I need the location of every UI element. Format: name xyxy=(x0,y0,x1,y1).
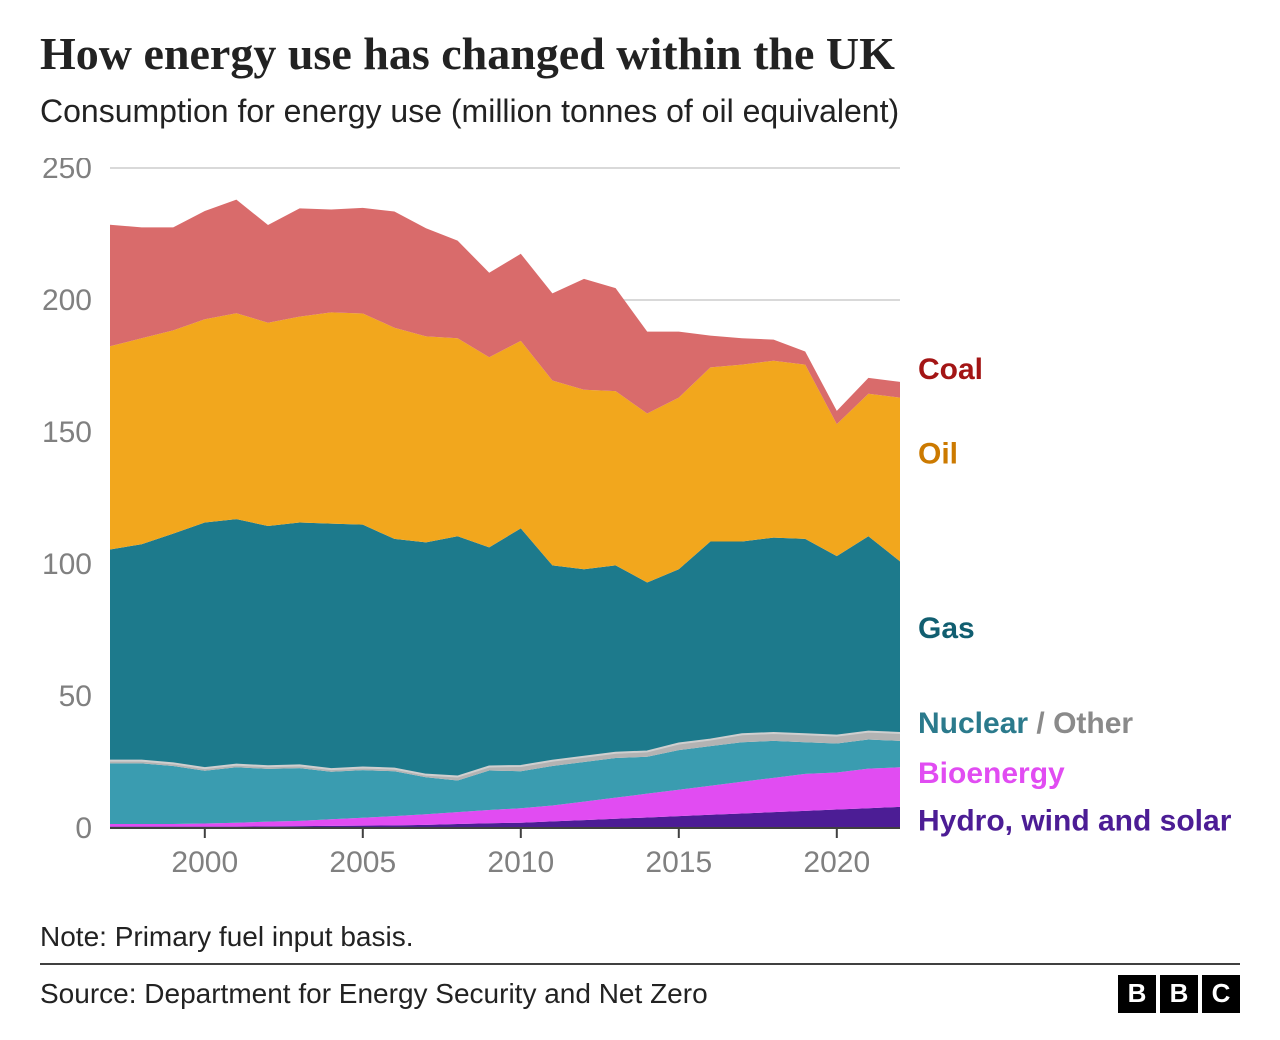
svg-text:Hydro, wind and solar: Hydro, wind and solar xyxy=(918,805,1232,838)
bbc-logo-b2: B xyxy=(1160,975,1198,1013)
bbc-logo: B B C xyxy=(1118,975,1240,1013)
chart-note: Note: Primary fuel input basis. xyxy=(40,921,1240,953)
svg-text:2020: 2020 xyxy=(803,846,870,879)
svg-text:Bioenergy: Bioenergy xyxy=(918,757,1065,790)
svg-text:Oil: Oil xyxy=(918,438,958,471)
svg-text:50: 50 xyxy=(59,680,92,713)
svg-text:200: 200 xyxy=(42,284,92,317)
svg-text:250: 250 xyxy=(42,158,92,185)
chart-subtitle: Consumption for energy use (million tonn… xyxy=(40,93,1240,130)
svg-text:Gas: Gas xyxy=(918,612,975,645)
svg-text:2010: 2010 xyxy=(487,846,554,879)
bbc-logo-b1: B xyxy=(1118,975,1156,1013)
svg-text:150: 150 xyxy=(42,416,92,449)
svg-text:Nuclear / Other: Nuclear / Other xyxy=(918,707,1133,740)
chart-card: How energy use has changed within the UK… xyxy=(0,0,1280,1040)
chart-source: Source: Department for Energy Security a… xyxy=(40,978,708,1010)
chart-area: 0 50 100 150 200 250 2000 2005 2010 2015 2020 Hydro… xyxy=(40,158,1240,903)
bbc-logo-c: C xyxy=(1202,975,1240,1013)
chart-footer: Source: Department for Energy Security a… xyxy=(40,963,1240,1013)
svg-text:2000: 2000 xyxy=(171,846,238,879)
svg-text:2015: 2015 xyxy=(645,846,712,879)
svg-text:100: 100 xyxy=(42,548,92,581)
chart-title: How energy use has changed within the UK xyxy=(40,28,1240,81)
svg-text:2005: 2005 xyxy=(329,846,396,879)
stacked-area-chart: 0 50 100 150 200 250 2000 2005 2010 2015 2020 Hydro… xyxy=(40,158,1240,898)
svg-text:0: 0 xyxy=(75,812,92,845)
svg-text:Coal: Coal xyxy=(918,353,983,386)
